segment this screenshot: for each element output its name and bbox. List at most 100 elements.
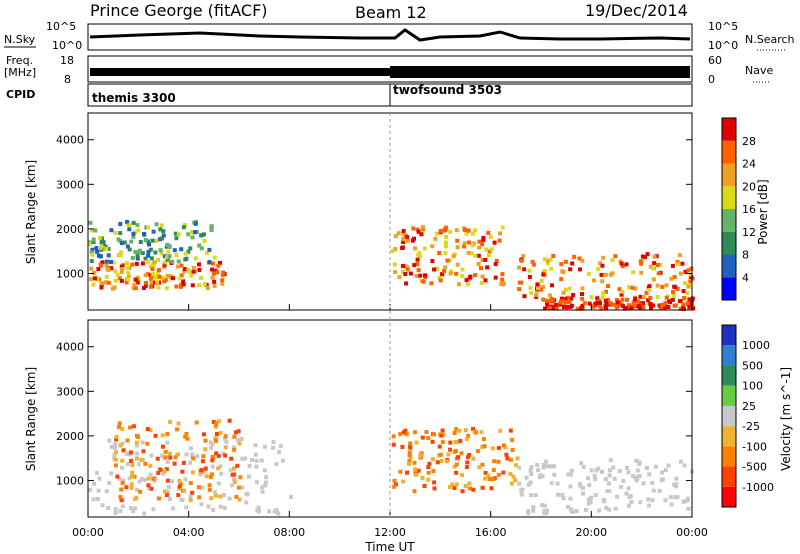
scatter-cell (501, 443, 506, 448)
cpid-mode-1: themis 3300 (92, 91, 176, 105)
scatter-cell (149, 256, 154, 261)
scatter-cell (424, 430, 429, 434)
scatter-cell (230, 483, 235, 488)
scatter-cell (208, 475, 213, 480)
scatter-cell (197, 283, 202, 288)
scatter-cell (125, 244, 130, 249)
scatter-cell (689, 274, 694, 279)
scatter-cell (202, 238, 207, 243)
scatter-cell (668, 300, 673, 305)
scatter-cell (156, 471, 161, 475)
scatter-cell (545, 301, 549, 306)
scatter-cell (95, 497, 100, 501)
scatter-cell (638, 294, 643, 299)
scatter-cell (454, 271, 459, 276)
scatter-cell (661, 302, 665, 307)
scatter-cell (409, 271, 413, 276)
scatter-cell (219, 471, 224, 476)
scatter-cell (688, 272, 693, 277)
scatter-cell (601, 497, 606, 502)
scatter-cell (451, 254, 456, 259)
scatter-cell (199, 468, 204, 472)
scatter-cell (437, 444, 442, 449)
scatter-cell (407, 461, 411, 466)
scatter-cell (542, 508, 547, 513)
scatter-cell (125, 266, 130, 271)
scatter-cell (496, 459, 501, 464)
scatter-cell (452, 486, 457, 490)
scatter-cell (407, 450, 412, 455)
scatter-cell (467, 481, 472, 486)
scatter-cell (579, 461, 584, 466)
scatter-cell (441, 432, 446, 437)
scatter-cell (106, 280, 111, 285)
scatter-cell (596, 267, 601, 272)
scatter-cell (529, 493, 534, 498)
scatter-cell (640, 254, 645, 259)
scatter-cell (213, 436, 218, 441)
colorbar-segment (722, 254, 736, 278)
scatter-cell (621, 479, 626, 483)
scatter-cell (216, 454, 221, 458)
scatter-cell (688, 299, 693, 304)
scatter-cell (645, 252, 650, 257)
scatter-cell (104, 262, 109, 267)
scatter-cell (462, 228, 467, 232)
scatter-cell (390, 248, 395, 253)
scatter-cell (479, 430, 484, 435)
scatter-cell (652, 254, 657, 259)
scatter-cell (209, 224, 214, 229)
scatter-cell (120, 458, 125, 463)
scatter-cell (678, 306, 683, 311)
scatter-cell (626, 470, 631, 475)
scatter-cell (120, 441, 125, 446)
scatter-cell (177, 484, 182, 489)
scatter-cell (133, 286, 138, 291)
scatter-cell (400, 270, 405, 275)
scatter-cell (127, 247, 132, 252)
scatter-cell (103, 244, 108, 249)
scatter-cell (253, 443, 258, 448)
scatter-cell (449, 269, 454, 274)
scatter-cell (400, 444, 405, 449)
scatter-cell (480, 274, 485, 279)
scatter-cell (587, 483, 592, 487)
scatter-cell (392, 262, 397, 267)
scatter-cell (551, 306, 555, 311)
scatter-cell (210, 267, 215, 272)
scatter-cell (613, 506, 618, 511)
scatter-cell (230, 472, 235, 477)
y-tick-label: 4000 (56, 341, 84, 354)
scatter-cell (130, 262, 135, 267)
scatter-cell (182, 269, 187, 274)
cpid-strip: CPID themis 3300 twofsound 3503 (6, 83, 693, 107)
scatter-cell (559, 262, 564, 267)
scatter-cell (95, 249, 100, 254)
scatter-cell (216, 466, 221, 471)
scatter-cell (593, 493, 598, 497)
scatter-cell (657, 303, 662, 308)
scatter-cell (125, 452, 129, 456)
scatter-cell (200, 485, 205, 490)
scatter-cell (96, 253, 101, 258)
scatter-cell (129, 239, 134, 244)
scatter-cell (680, 306, 685, 311)
scatter-cell (254, 480, 259, 485)
plot-title: Prince George (fitACF) (90, 1, 268, 20)
scatter-cell (648, 295, 653, 300)
scatter-cell (422, 484, 427, 488)
scatter-cell (528, 480, 533, 485)
scatter-cell (202, 282, 207, 287)
scatter-cell (154, 222, 159, 227)
scatter-cell (91, 237, 96, 242)
scatter-cell (253, 452, 258, 457)
scatter-cell (106, 246, 111, 251)
velocity-ylabel: Slant Range [km] (24, 367, 38, 471)
scatter-cell (188, 460, 193, 465)
scatter-cell (148, 284, 153, 289)
scatter-cell (587, 271, 591, 276)
scatter-cell (401, 240, 406, 244)
scatter-cell (210, 275, 215, 280)
scatter-cell (183, 251, 188, 256)
scatter-cell (669, 276, 674, 281)
